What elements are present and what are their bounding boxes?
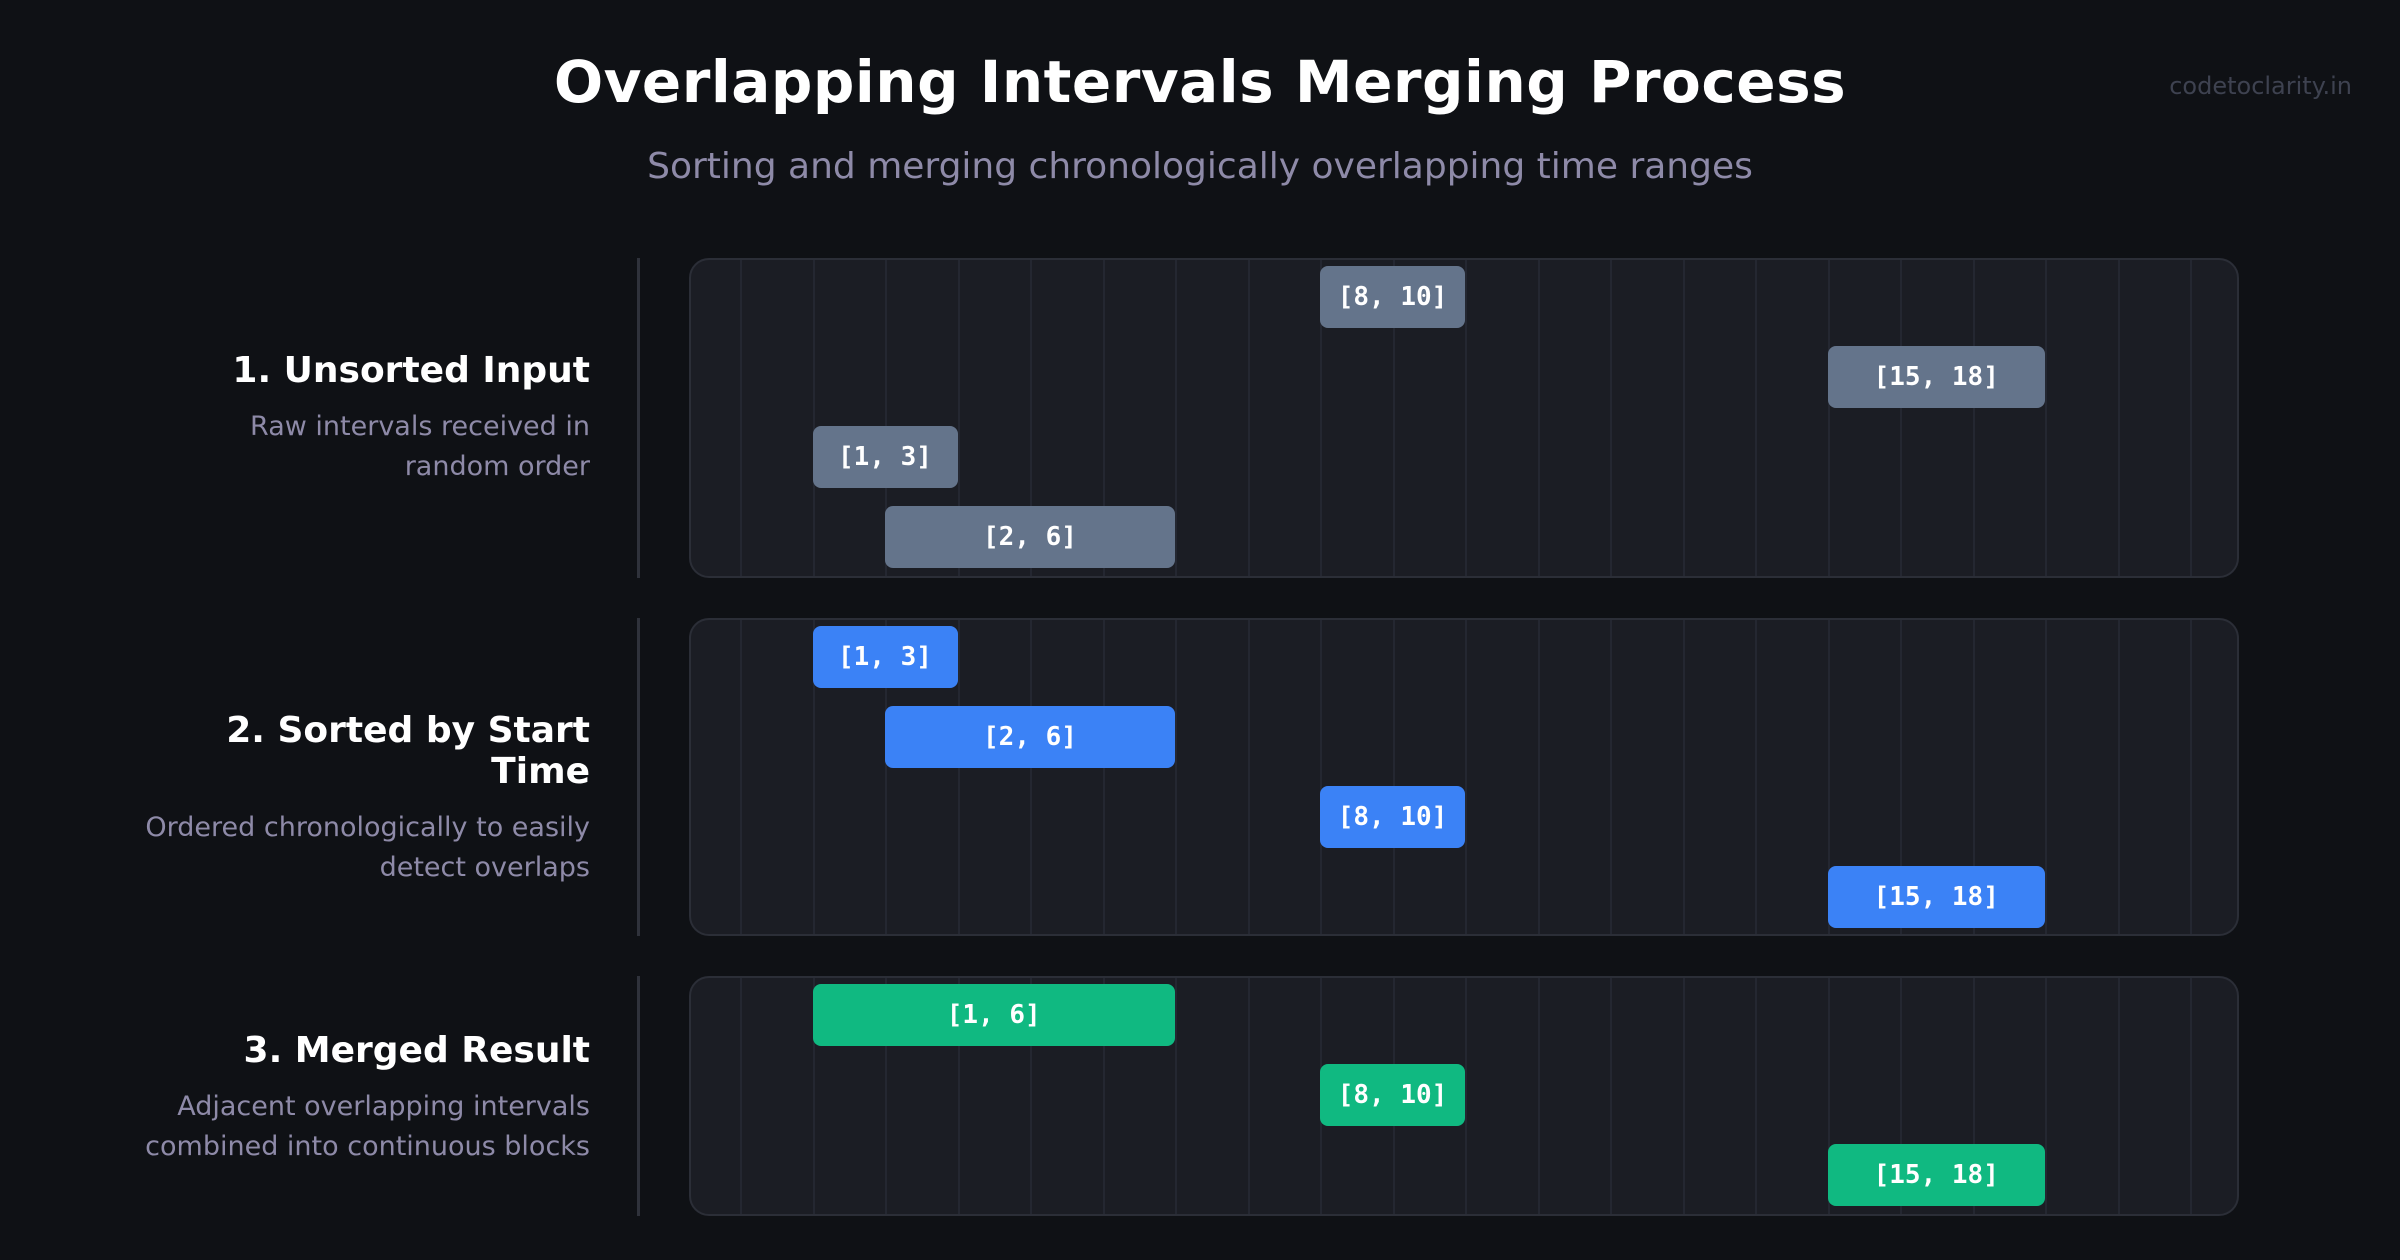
timeline-gridline [1102,620,1105,934]
section-2-label: 2. Sorted by Start Time Ordered chronolo… [140,710,590,888]
timeline-gridline [1755,978,1757,1214]
timeline-gridline [1175,260,1177,576]
timeline-gridline [1030,260,1032,576]
timeline-gridline [885,620,887,934]
timeline-gridline [1537,620,1540,934]
page-title: Overlapping Intervals Merging Process [553,48,1847,116]
timeline-gridline [1972,978,1975,1214]
timeline-gridline [1247,978,1250,1214]
timeline-gridline [1175,620,1177,934]
timeline-gridline [1030,978,1032,1214]
timeline-gridline [2045,620,2047,934]
section-3-timeline-panel: [1, 6] [8, 10] [15, 18] [689,976,2239,1216]
timeline-gridline [740,978,742,1214]
timeline-gridline [1175,978,1177,1214]
timeline-gridline [1682,978,1685,1214]
section-1-timeline-panel: [8, 10] [15, 18] [1, 3] [2, 6] [689,258,2239,578]
timeline-gridline [2045,260,2047,576]
section-3-label: 3. Merged Result Adjacent overlapping in… [140,1030,590,1167]
timeline-gridline [812,620,815,934]
interval-bar: [8, 10] [1320,266,1465,328]
timeline-gridline [1827,620,1830,934]
interval-bar: [15, 18] [1827,866,2045,928]
section-1-divider [637,258,640,578]
timeline-gridline [1900,260,1902,576]
timeline-gridline [2190,620,2192,934]
section-3-description: Adjacent overlapping intervals combined … [145,1091,590,1162]
timeline-gridline [2045,978,2047,1214]
timeline-gridline [1755,620,1757,934]
section-2-divider [637,618,640,936]
timeline-gridline [2117,260,2120,576]
interval-bar: [15, 18] [1827,1144,2045,1206]
timeline-gridline [885,260,887,576]
timeline-gridline [1392,620,1395,934]
timeline-gridline [1465,260,1467,576]
interval-bar: [8, 10] [1320,786,1465,848]
timeline-gridline [957,978,960,1214]
interval-bar: [1, 3] [812,626,958,688]
timeline-gridline [1972,260,1975,576]
timeline-gridline [1972,620,1975,934]
section-3-divider [637,976,640,1216]
interval-bar: [2, 6] [885,706,1175,768]
timeline-gridline [957,620,960,934]
timeline-gridline [1682,260,1685,576]
timeline-gridline [2117,978,2120,1214]
interval-bar: [1, 3] [812,426,958,488]
timeline-gridline [2190,978,2192,1214]
timeline-gridline [1900,978,1902,1214]
interval-bar: [2, 6] [885,506,1175,568]
timeline-gridline [1827,260,1830,576]
timeline-gridline [1755,260,1757,576]
timeline-gridline [1465,978,1467,1214]
section-1-title: 1. Unsorted Input [232,350,590,391]
timeline-gridline [1465,620,1467,934]
timeline-gridline [1320,260,1322,576]
section-2-timeline-panel: [1, 3] [2, 6] [8, 10] [15, 18] [689,618,2239,936]
interval-bar: [8, 10] [1320,1064,1465,1126]
timeline-gridline [740,620,742,934]
timeline-gridline [1610,620,1612,934]
section-1-label: 1. Unsorted Input Raw intervals received… [140,350,590,487]
timeline-gridline [1247,260,1250,576]
timeline-gridline [885,978,887,1214]
timeline-gridline [2190,260,2192,576]
timeline-gridline [1537,978,1540,1214]
timeline-gridline [1102,978,1105,1214]
section-2-title: 2. Sorted by Start Time [226,710,590,792]
section-1-description: Raw intervals received in random order [250,411,590,482]
section-3-title: 3. Merged Result [243,1030,590,1071]
timeline-gridline [1610,260,1612,576]
timeline-gridline [1900,620,1902,934]
timeline-gridline [1537,260,1540,576]
timeline-gridline [1827,978,1830,1214]
timeline-gridline [1610,978,1612,1214]
timeline-gridline [812,978,815,1214]
interval-bar: [15, 18] [1827,346,2045,408]
timeline-gridline [1247,620,1250,934]
timeline-gridline [1392,260,1395,576]
section-2-description: Ordered chronologically to easily detect… [145,812,590,883]
timeline-gridline [1030,620,1032,934]
timeline-gridline [812,260,815,576]
timeline-gridline [740,260,742,576]
timeline-gridline [1102,260,1105,576]
watermark: codetoclarity.in [2169,72,2352,100]
interval-bar: [1, 6] [812,984,1175,1046]
timeline-gridline [1320,620,1322,934]
timeline-gridline [1682,620,1685,934]
timeline-gridline [957,260,960,576]
timeline-gridline [2117,620,2120,934]
page-subtitle: Sorting and merging chronologically over… [647,146,1753,187]
